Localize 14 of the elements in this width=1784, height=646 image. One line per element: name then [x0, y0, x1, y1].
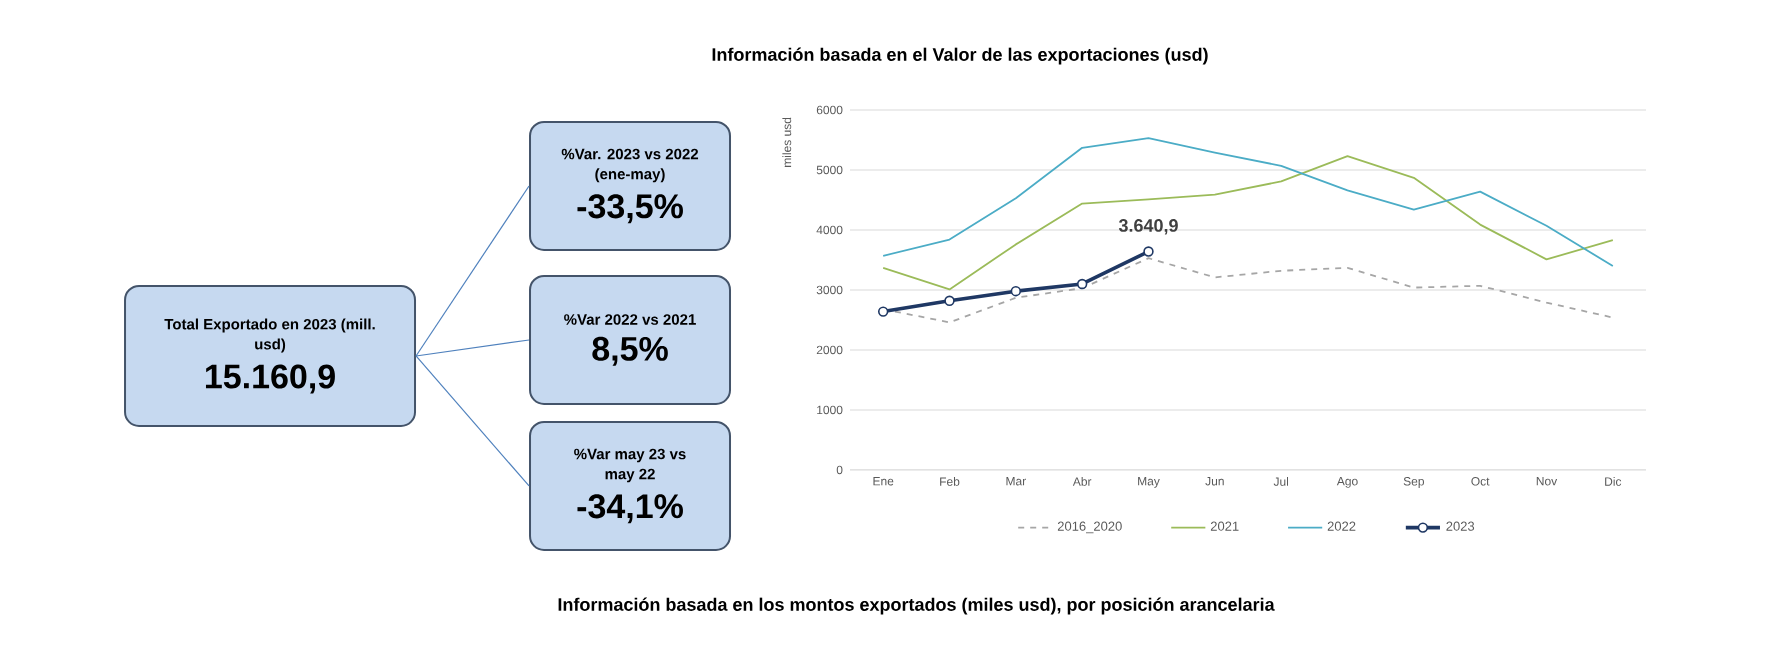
data-label: 3.640,9: [1118, 219, 1178, 235]
text: 15.160,9: [205, 364, 335, 394]
point: [1010, 285, 1022, 297]
line-series: [882, 155, 1614, 291]
line-series: [882, 137, 1614, 267]
point: [944, 295, 955, 306]
text: -34,1%: [577, 494, 683, 524]
chart-title: Información basada en el Valor de las exportaciones (usd): [712, 47, 1208, 65]
point: [1143, 246, 1154, 257]
text: 8,5%: [592, 336, 668, 366]
point: [1076, 278, 1088, 290]
text: -33,5%: [577, 194, 683, 224]
point: [877, 306, 889, 317]
text: Información basada en los montos exportados (miles usd), por posición arancelaria: [558, 597, 1275, 615]
